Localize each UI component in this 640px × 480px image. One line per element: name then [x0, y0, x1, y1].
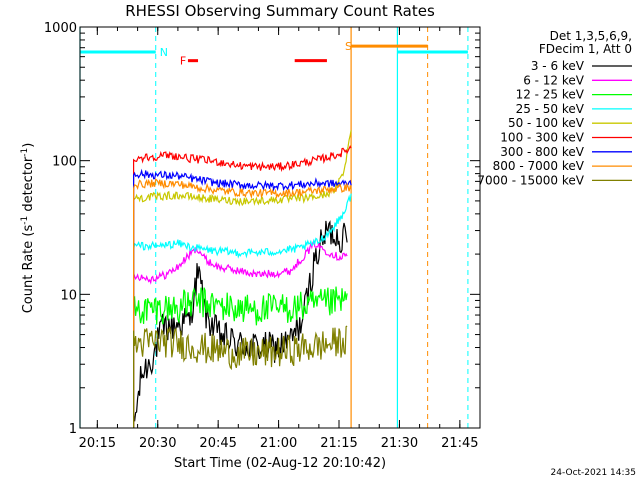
legend-label-7: 800 - 7000 keV	[493, 159, 585, 173]
legend-label-1: 6 - 12 keV	[523, 73, 585, 87]
y-axis: 1 10 100 1000	[44, 21, 480, 437]
legend-label-0: 3 - 6 keV	[531, 59, 585, 73]
chart-title: RHESSI Observing Summary Count Rates	[125, 2, 435, 20]
series-line-3	[133, 193, 352, 428]
series-line-0	[133, 220, 348, 428]
series-line-2	[133, 286, 348, 428]
legend-label-4: 50 - 100 keV	[508, 116, 585, 130]
legend-header-line-1: Det 1,3,5,6,9,	[550, 29, 632, 43]
y-axis-label-main: Count Rate (s	[21, 225, 36, 314]
x-axis: 20:15 20:30 20:45 21:00 21:15 21:30 21:45	[79, 27, 481, 451]
legend-label-2: 12 - 25 keV	[516, 88, 585, 102]
y-tick-label-2: 100	[52, 155, 77, 170]
legend-label-6: 300 - 800 keV	[500, 145, 584, 159]
y-axis-label-end: )	[21, 143, 36, 148]
series-line-4	[133, 130, 352, 428]
x-tick-label-6: 21:45	[441, 436, 478, 451]
attenuator-label: N	[160, 46, 168, 59]
plot-frame	[79, 26, 481, 429]
legend: Det 1,3,5,6,9, FDecim 1, Att 0 3 - 6 keV…	[477, 29, 632, 187]
legend-label-5: 100 - 300 keV	[500, 131, 584, 145]
x-tick-label-2: 20:45	[199, 436, 236, 451]
series-line-6	[133, 168, 352, 428]
series-line-7	[133, 178, 352, 428]
x-tick-label-4: 21:15	[320, 436, 357, 451]
x-tick-label-5: 21:30	[381, 436, 418, 451]
series-line-5	[133, 145, 352, 428]
y-axis-label-sup2: -1	[20, 148, 30, 157]
plot-area: NF S	[79, 27, 469, 428]
x-tick-label-3: 21:00	[260, 436, 297, 451]
y-tick-label-1: 10	[60, 288, 77, 303]
y-tick-label-3: 1000	[44, 21, 77, 36]
footer-date: 24-Oct-2021 14:35	[551, 468, 636, 478]
flare-label: F	[180, 55, 186, 68]
legend-header-line-2: FDecim 1, Att 0	[539, 42, 632, 56]
x-tick-label-0: 20:15	[79, 436, 116, 451]
y-axis-label-sup1: -1	[20, 216, 30, 225]
legend-label-3: 25 - 50 keV	[516, 102, 585, 116]
y-axis-label: Count Rate (s-1 detector-1)	[20, 143, 36, 314]
y-axis-label-mid: detector	[21, 156, 36, 216]
x-axis-label: Start Time (02-Aug-12 20:10:42)	[174, 456, 386, 471]
series-line-8	[133, 325, 348, 428]
saa-label: S	[345, 40, 352, 53]
legend-label-8: 7000 - 15000 keV	[477, 173, 584, 187]
x-tick-label-1: 20:30	[139, 436, 176, 451]
y-tick-label-0: 1	[69, 422, 77, 437]
